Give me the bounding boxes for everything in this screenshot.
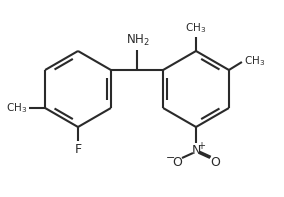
Text: O: O [172, 156, 182, 169]
Text: N: N [191, 143, 201, 156]
Text: −: − [166, 153, 176, 163]
Text: CH$_3$: CH$_3$ [244, 54, 265, 68]
Text: +: + [197, 141, 206, 151]
Text: CH$_3$: CH$_3$ [6, 101, 27, 115]
Text: O: O [210, 156, 220, 169]
Text: F: F [74, 143, 82, 156]
Text: NH$_2$: NH$_2$ [126, 33, 150, 48]
Text: CH$_3$: CH$_3$ [185, 21, 206, 35]
